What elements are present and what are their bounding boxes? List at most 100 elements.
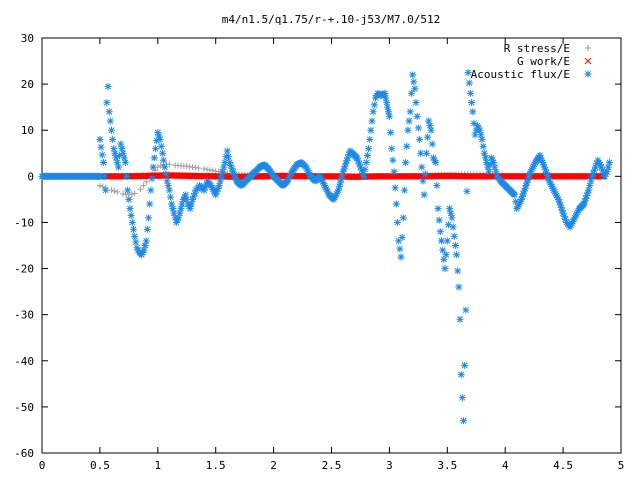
acoustic-flux-point: [464, 69, 472, 77]
acoustic-flux-point: [412, 99, 420, 107]
r-stress-point: [140, 182, 147, 189]
acoustic-flux-point: [392, 200, 400, 208]
acoustic-flux-point: [604, 163, 612, 171]
x-tick-label: 3: [386, 459, 393, 472]
acoustic-flux-point: [96, 172, 104, 180]
acoustic-flux-point: [605, 159, 613, 166]
acoustic-flux-point: [190, 192, 198, 200]
acoustic-flux-point: [161, 163, 169, 171]
acoustic-flux-point: [221, 159, 229, 166]
acoustic-flux-point: [422, 149, 430, 157]
acoustic-flux-point: [216, 177, 224, 185]
r-stress-point: [114, 189, 121, 196]
x-tick-label: 2.5: [322, 459, 342, 472]
acoustic-flux-point: [398, 233, 406, 241]
x-tick-label: 4.5: [553, 459, 573, 472]
acoustic-flux-point: [425, 117, 433, 125]
r-stress-point: [206, 166, 213, 173]
acoustic-flux-point: [478, 135, 486, 143]
acoustic-flux-point: [384, 108, 392, 116]
y-tick-label: 10: [21, 124, 34, 137]
acoustic-flux-point: [390, 168, 398, 176]
acoustic-flux-point: [603, 168, 611, 176]
x-tick-label: 0.5: [90, 459, 110, 472]
acoustic-flux-point: [123, 172, 131, 180]
r-stress-point: [108, 187, 115, 194]
acoustic-flux-point: [490, 159, 498, 166]
acoustic-flux-point: [383, 99, 391, 107]
acoustic-flux-point: [491, 163, 499, 171]
acoustic-flux-point: [160, 156, 168, 164]
acoustic-flux-point: [118, 145, 126, 153]
acoustic-flux-point: [462, 306, 470, 314]
acoustic-flux-point: [454, 267, 462, 275]
acoustic-flux-point: [187, 200, 195, 208]
acoustic-flux-point: [178, 200, 186, 208]
acoustic-flux-point: [102, 186, 110, 194]
acoustic-flux-point: [120, 154, 128, 162]
acoustic-flux-point: [156, 135, 164, 143]
acoustic-flux-point: [479, 142, 487, 150]
acoustic-flux-point: [169, 205, 177, 213]
r-stress-point: [209, 167, 216, 174]
acoustic-flux-point: [162, 170, 170, 178]
acoustic-flux-point: [163, 177, 171, 185]
axes: 0 0.5 1 1.5 2 2.5 3 3.5 4 4.5 5 30 20 10 0 -10 -20 -30 -40…: [14, 32, 624, 472]
acoustic-flux-point: [113, 159, 121, 166]
acoustic-flux-point: [96, 135, 104, 143]
acoustic-flux-point: [140, 246, 148, 254]
acoustic-flux-point: [363, 152, 371, 160]
acoustic-flux-point: [112, 154, 120, 162]
acoustic-flux-point: [588, 172, 596, 180]
data-marks: [38, 69, 613, 425]
r-stress-point: [131, 190, 138, 197]
acoustic-flux-point: [426, 122, 434, 130]
acoustic-flux-point: [448, 214, 456, 222]
acoustic-flux-point: [449, 223, 457, 231]
acoustic-flux-point: [429, 154, 437, 162]
series-acoustic-flux: [38, 69, 613, 425]
acoustic-flux-point: [167, 193, 175, 201]
acoustic-flux-point: [492, 168, 500, 176]
y-tick-label: -60: [14, 447, 34, 460]
acoustic-flux-point: [147, 186, 155, 194]
acoustic-flux-point: [381, 89, 389, 97]
acoustic-flux-point: [170, 209, 178, 217]
acoustic-flux-point: [442, 251, 450, 259]
r-stress-point: [137, 186, 144, 193]
acoustic-flux-point: [131, 232, 139, 240]
y-tick-label: -40: [14, 355, 34, 368]
acoustic-flux-point: [387, 129, 395, 137]
acoustic-flux-point: [456, 315, 464, 323]
acoustic-flux-point: [409, 71, 417, 79]
acoustic-flux-point: [434, 205, 442, 213]
acoustic-flux-point: [359, 169, 367, 177]
acoustic-flux-point: [158, 149, 166, 157]
acoustic-flux-point: [424, 133, 432, 141]
legend-label: R stress/E: [504, 42, 570, 55]
acoustic-flux-point: [215, 182, 223, 190]
acoustic-flux-point: [143, 225, 151, 233]
x-tick-label: 2: [270, 459, 277, 472]
x-tick-label: 5: [618, 459, 625, 472]
legend-marker: [584, 70, 592, 78]
acoustic-flux-point: [397, 253, 405, 261]
acoustic-flux-point: [176, 209, 184, 217]
acoustic-flux-point: [150, 154, 158, 162]
acoustic-flux-point: [164, 182, 172, 190]
acoustic-flux-point: [396, 245, 404, 253]
acoustic-flux-point: [220, 163, 228, 171]
acoustic-flux-point: [466, 89, 474, 97]
r-stress-point: [128, 191, 135, 198]
acoustic-flux-point: [453, 251, 461, 259]
acoustic-flux-point: [407, 89, 415, 97]
acoustic-flux-point: [117, 140, 125, 148]
acoustic-flux-point: [106, 117, 114, 125]
acoustic-flux-point: [443, 237, 451, 245]
acoustic-flux-point: [435, 216, 443, 224]
acoustic-flux-point: [361, 165, 369, 173]
acoustic-flux-point: [360, 172, 368, 180]
acoustic-flux-point: [165, 186, 173, 194]
acoustic-flux-point: [441, 265, 449, 273]
